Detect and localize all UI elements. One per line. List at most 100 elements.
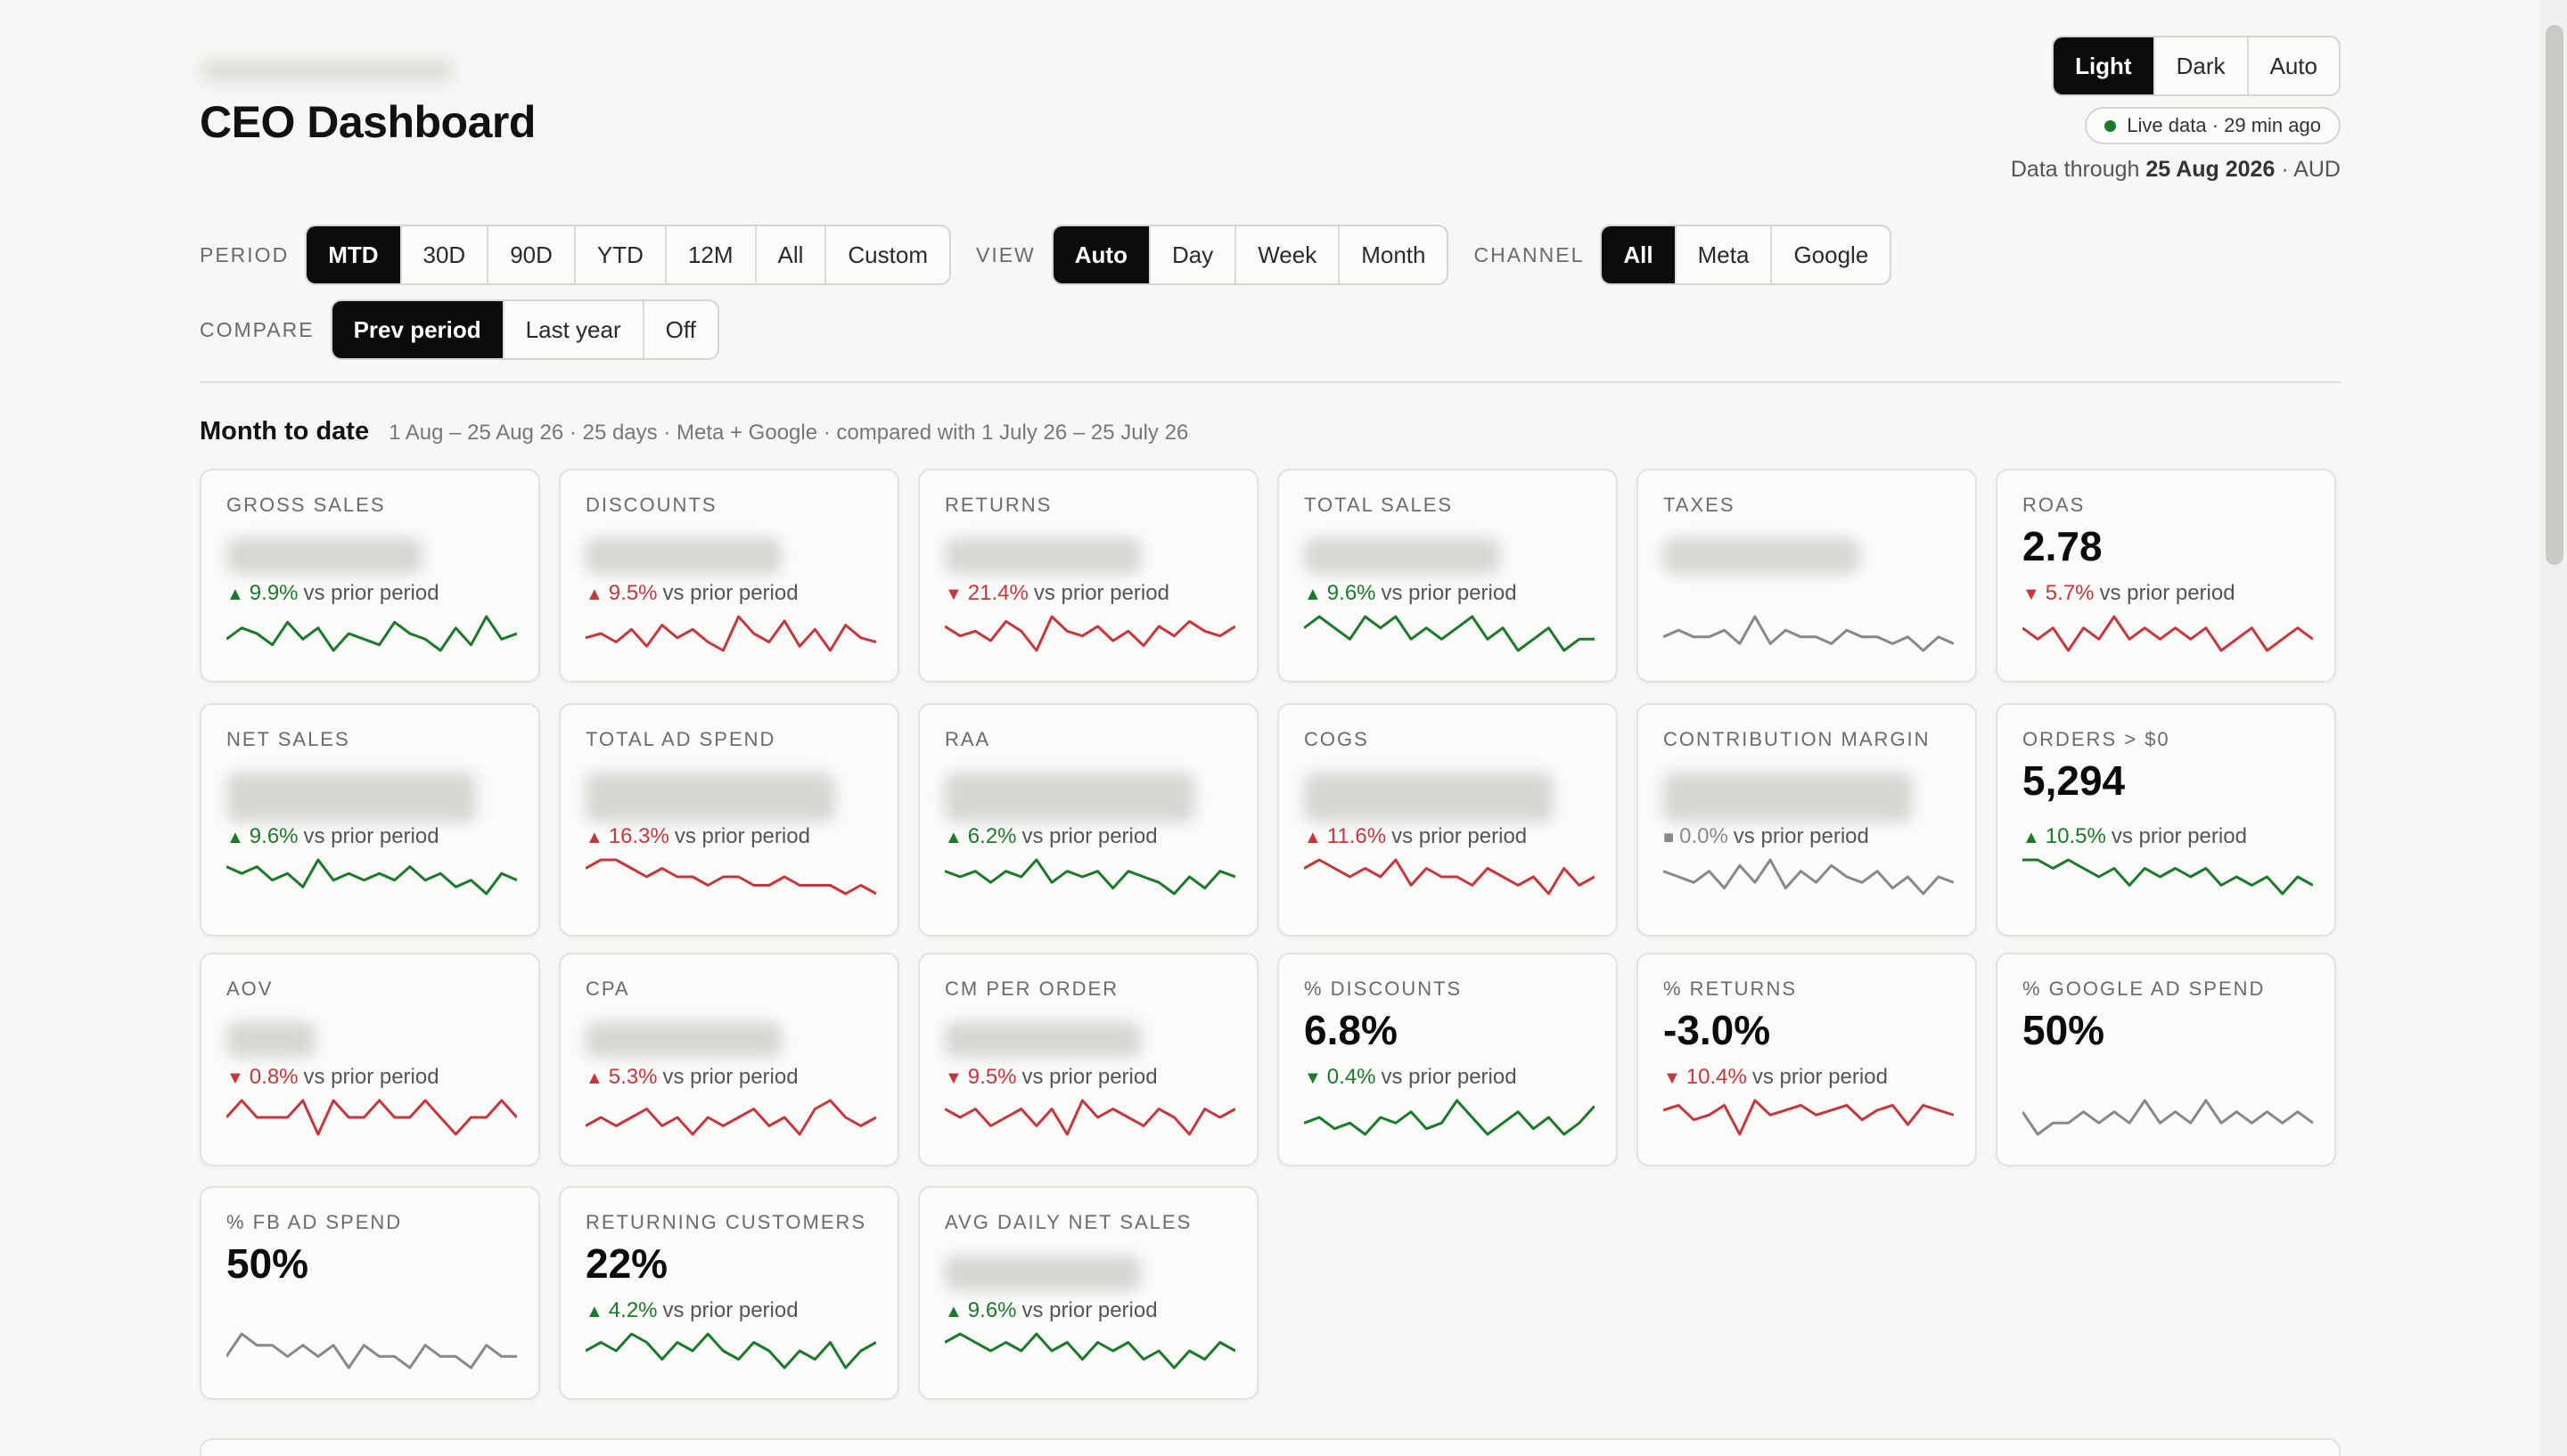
kpi-value bbox=[1663, 538, 1859, 574]
theme-option-auto[interactable]: Auto bbox=[2246, 37, 2340, 94]
kpi-card-orders-0[interactable]: ORDERS > $0 5,294 ▲ 10.5% vs prior period bbox=[1996, 703, 2336, 937]
kpi-card-cpa[interactable]: CPA ▲ 5.3% vs prior period bbox=[559, 953, 899, 1166]
kpi-delta-percent: 5.7% bbox=[2045, 581, 2095, 605]
sparkline-path bbox=[586, 615, 876, 652]
theme-option-light[interactable]: Light bbox=[2054, 37, 2153, 94]
kpi-delta-caption: vs prior period bbox=[1033, 581, 1169, 605]
next-section-card bbox=[200, 1438, 2341, 1456]
live-dot-icon bbox=[2104, 119, 2117, 132]
triangle-down-icon: ▼ bbox=[1663, 1068, 1681, 1088]
channel-option-meta[interactable]: Meta bbox=[1674, 226, 1771, 283]
kpi-delta-percent: 10.4% bbox=[1685, 1065, 1747, 1089]
sparkline-path bbox=[1663, 1099, 1954, 1136]
kpi-value bbox=[945, 1256, 1141, 1291]
kpi-card-returns[interactable]: % RETURNS -3.0% ▼ 10.4% vs prior period bbox=[1636, 953, 1977, 1166]
view-option-week[interactable]: Week bbox=[1234, 226, 1338, 283]
compare-option-prev-period[interactable]: Prev period bbox=[332, 301, 503, 358]
kpi-delta-caption: vs prior period bbox=[662, 581, 799, 605]
kpi-value bbox=[1304, 538, 1500, 574]
kpi-card-taxes[interactable]: TAXES bbox=[1636, 469, 1977, 683]
period-option-custom[interactable]: Custom bbox=[824, 226, 949, 283]
kpi-delta-percent: 9.6% bbox=[967, 1298, 1017, 1322]
period-option-all[interactable]: All bbox=[754, 226, 825, 283]
kpi-delta: ■ 0.0% vs prior period bbox=[1663, 824, 1869, 849]
kpi-value: -3.0% bbox=[1663, 1007, 1771, 1053]
kpi-delta-caption: vs prior period bbox=[662, 1298, 799, 1322]
kpi-label: AVG DAILY NET SALES bbox=[945, 1211, 1193, 1233]
view-option-auto[interactable]: Auto bbox=[1053, 226, 1149, 283]
period-option-90d[interactable]: 90D bbox=[487, 226, 574, 283]
square-icon: ■ bbox=[1663, 828, 1675, 847]
kpi-card-aov[interactable]: AOV ▼ 0.8% vs prior period bbox=[200, 953, 540, 1166]
kpi-value: 50% bbox=[2022, 1007, 2105, 1053]
section-title: Month to date bbox=[200, 417, 370, 446]
section-subtitle: 1 Aug – 25 Aug 26 · 25 days · Meta + Goo… bbox=[389, 421, 1189, 445]
kpi-label: COGS bbox=[1304, 728, 1369, 750]
kpi-label: ROAS bbox=[2022, 494, 2086, 516]
kpi-sparkline bbox=[1663, 615, 1954, 652]
kpi-delta-percent: 9.6% bbox=[249, 824, 299, 848]
kpi-value bbox=[586, 538, 782, 574]
kpi-delta-percent: 10.5% bbox=[2045, 824, 2106, 848]
kpi-card-discounts[interactable]: DISCOUNTS ▲ 9.5% vs prior period bbox=[559, 469, 899, 683]
sparkline-path bbox=[945, 615, 1235, 652]
kpi-delta-percent: 11.6% bbox=[1326, 824, 1387, 848]
kpi-card-raa[interactable]: RAA ▲ 6.2% vs prior period bbox=[918, 703, 1259, 937]
period-option-12m[interactable]: 12M bbox=[664, 226, 755, 283]
triangle-up-icon: ▲ bbox=[586, 585, 603, 604]
kpi-sparkline bbox=[226, 858, 517, 896]
sparkline-path bbox=[226, 1099, 517, 1136]
compare-option-off[interactable]: Off bbox=[642, 301, 718, 358]
kpi-card-returning-customers[interactable]: RETURNING CUSTOMERS 22% ▲ 4.2% vs prior peri… bbox=[559, 1186, 899, 1400]
period-option-ytd[interactable]: YTD bbox=[573, 226, 665, 283]
kpi-card-total-sales[interactable]: TOTAL SALES ▲ 9.6% vs prior period bbox=[1277, 469, 1618, 683]
scrollbar-thumb[interactable] bbox=[2546, 25, 2563, 565]
data-through: Data through 25 Aug 2026 · AUD bbox=[2011, 157, 2341, 183]
kpi-delta-percent: 6.2% bbox=[967, 824, 1017, 848]
kpi-card-avg-daily-net-sales[interactable]: AVG DAILY NET SALES ▲ 9.6% vs prior period bbox=[918, 1186, 1259, 1400]
compare-option-last-year[interactable]: Last year bbox=[502, 301, 643, 358]
sparkline-path bbox=[1663, 858, 1954, 896]
channel-option-all[interactable]: All bbox=[1602, 226, 1675, 283]
kpi-card-google-ad-spend[interactable]: % GOOGLE AD SPEND 50% bbox=[1996, 953, 2336, 1166]
kpi-label: % FB AD SPEND bbox=[226, 1211, 403, 1233]
kpi-delta: ▲ 9.6% vs prior period bbox=[226, 824, 439, 849]
kpi-card-roas[interactable]: ROAS 2.78 ▼ 5.7% vs prior period bbox=[1996, 469, 2336, 683]
view-option-day[interactable]: Day bbox=[1148, 226, 1234, 283]
kpi-card-cogs[interactable]: COGS ▲ 11.6% vs prior period bbox=[1277, 703, 1618, 937]
kpi-delta: ▲ 9.5% vs prior period bbox=[586, 581, 799, 606]
sparkline-path bbox=[226, 858, 517, 896]
kpi-card-fb-ad-spend[interactable]: % FB AD SPEND 50% bbox=[200, 1186, 540, 1400]
view-option-month[interactable]: Month bbox=[1338, 226, 1447, 283]
kpi-delta-percent: 0.0% bbox=[1679, 824, 1728, 848]
kpi-card-discounts[interactable]: % DISCOUNTS 6.8% ▼ 0.4% vs prior period bbox=[1277, 953, 1618, 1166]
theme-option-dark[interactable]: Dark bbox=[2153, 37, 2247, 94]
kpi-card-net-sales[interactable]: NET SALES ▲ 9.6% vs prior period bbox=[200, 703, 540, 937]
kpi-delta: ▲ 4.2% vs prior period bbox=[586, 1298, 799, 1323]
channel-option-google[interactable]: Google bbox=[1770, 226, 1890, 283]
kpi-card-contribution-margin[interactable]: CONTRIBUTION MARGIN ■ 0.0% vs prior period bbox=[1636, 703, 1977, 937]
kpi-card-returns[interactable]: RETURNS ▼ 21.4% vs prior period bbox=[918, 469, 1259, 683]
kpi-sparkline bbox=[945, 1099, 1235, 1136]
kpi-card-total-ad-spend[interactable]: TOTAL AD SPEND ▲ 16.3% vs prior period bbox=[559, 703, 899, 937]
compare-label: COMPARE bbox=[200, 317, 315, 341]
triangle-up-icon: ▲ bbox=[226, 585, 244, 604]
sparkline-path bbox=[1304, 858, 1595, 896]
kpi-card-cm-per-order[interactable]: CM PER ORDER ▼ 9.5% vs prior period bbox=[918, 953, 1259, 1166]
kpi-delta: ▼ 0.4% vs prior period bbox=[1304, 1065, 1517, 1090]
kpi-delta: ▼ 9.5% vs prior period bbox=[945, 1065, 1158, 1090]
kpi-delta: ▼ 0.8% vs prior period bbox=[226, 1065, 439, 1090]
kpi-delta: ▲ 16.3% vs prior period bbox=[586, 824, 810, 849]
kpi-delta: ▲ 5.3% vs prior period bbox=[586, 1065, 799, 1090]
period-option-30d[interactable]: 30D bbox=[399, 226, 488, 283]
kpi-delta-percent: 16.3% bbox=[608, 824, 669, 848]
kpi-card-gross-sales[interactable]: GROSS SALES ▲ 9.9% vs prior period bbox=[200, 469, 540, 683]
scrollbar[interactable] bbox=[2540, 0, 2567, 1456]
sparkline-path bbox=[586, 1332, 876, 1370]
kpi-value: 22% bbox=[586, 1240, 668, 1287]
header: CEO Dashboard Light Dark Auto Live data · … bbox=[200, 0, 2341, 182]
sparkline-path bbox=[586, 1099, 876, 1136]
triangle-up-icon: ▲ bbox=[586, 1068, 603, 1088]
period-option-mtd[interactable]: MTD bbox=[307, 226, 400, 283]
kpi-delta-percent: 9.5% bbox=[967, 1065, 1017, 1089]
